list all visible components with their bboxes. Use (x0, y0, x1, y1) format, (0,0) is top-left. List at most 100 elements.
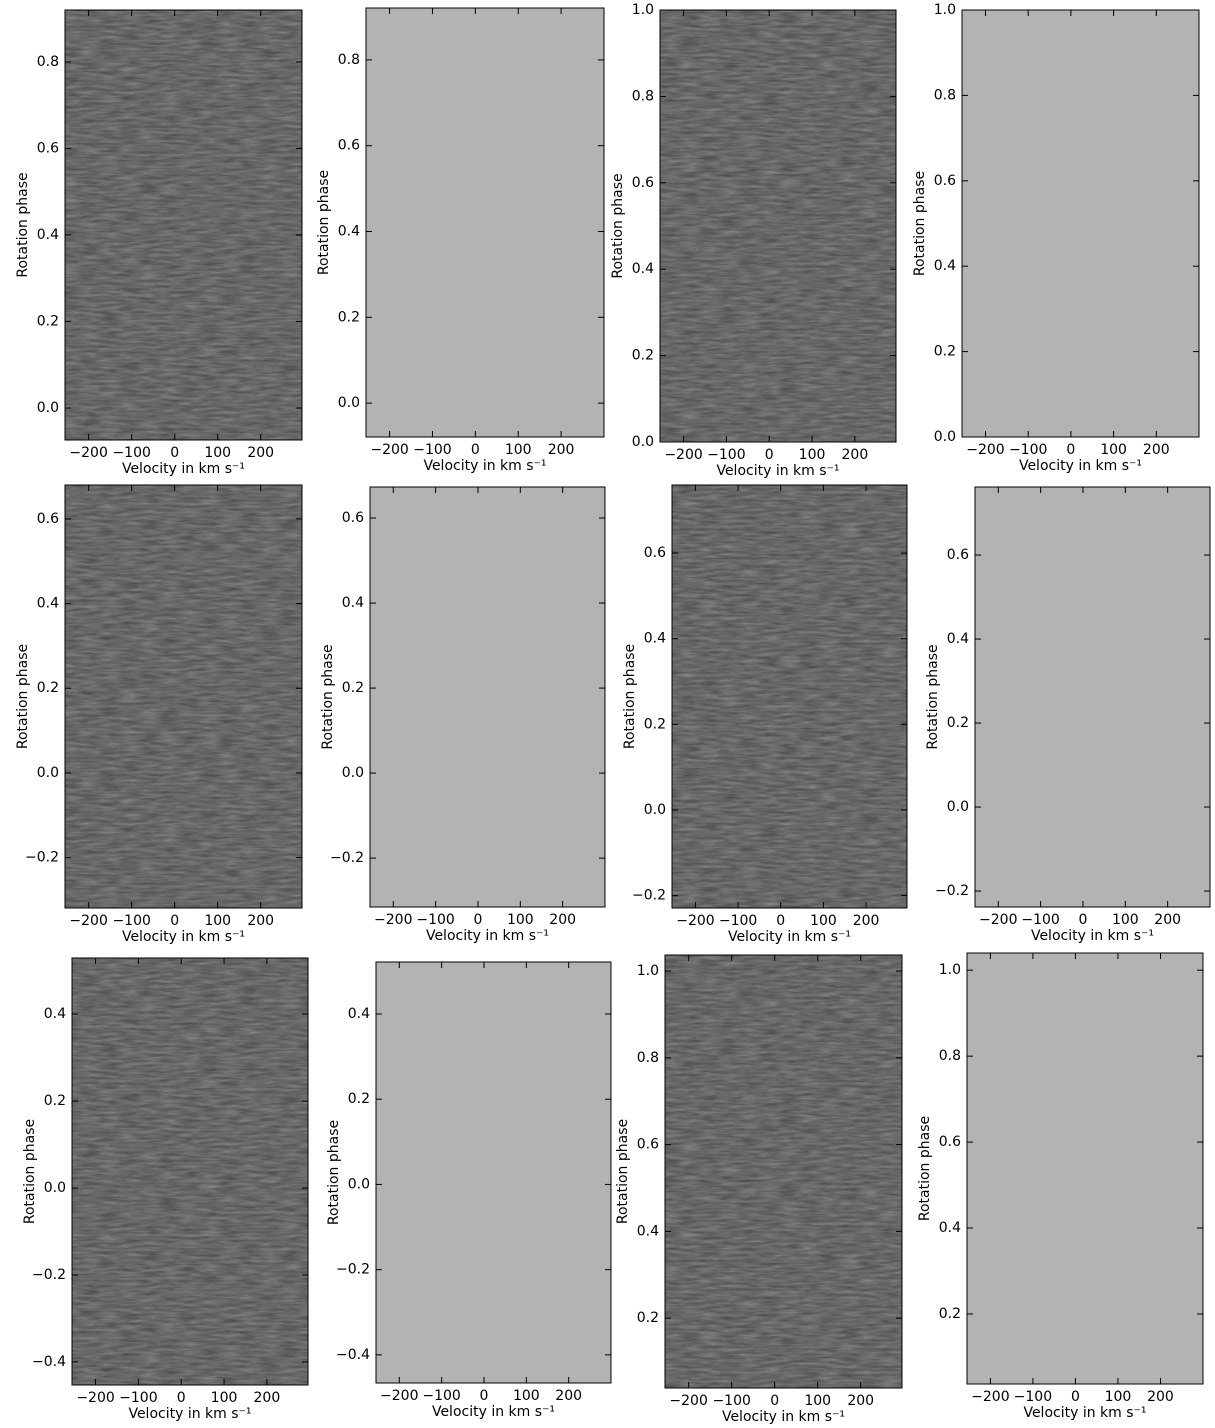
x-tick-label: 0 (471, 442, 480, 458)
x-tick-label: −200 (676, 913, 714, 929)
y-tick-label: −0.2 (330, 850, 364, 866)
x-tick-label: 200 (847, 1393, 874, 1409)
x-tick-label: 0 (770, 1393, 779, 1409)
plot-frame (974, 486, 1211, 908)
y-tick-label: 0.8 (934, 87, 956, 103)
y-tick-label: 0.2 (37, 313, 59, 329)
panel: −200 −100 0 100 200 0.0 0.2 0.4 0.6 0.8 1.0 Velocit… (610, 2, 897, 479)
y-tick-label: 0.4 (939, 1220, 961, 1236)
x-tick-label: 100 (513, 1388, 540, 1404)
y-tick-label: 1.0 (939, 962, 961, 978)
panel: −200 −100 0 100 200−0.20.00.20.40.6Velocity … (320, 486, 606, 944)
x-tick-label: −100 (707, 447, 745, 463)
x-axis-label: Velocity in km s⁻¹ (1019, 458, 1142, 474)
x-tick-label: 0 (474, 912, 483, 928)
y-axis-label: Rotation phase (320, 644, 336, 749)
x-axis-label: Velocity in km s⁻¹ (122, 929, 245, 945)
x-tick-label: −100 (413, 442, 451, 458)
x-tick-label: 0 (170, 445, 179, 461)
panel: −200 −100 0 100 200 0.0 0.2 0.4 0.6 0.8 Velocity i… (15, 9, 303, 477)
x-tick-label: −200 (370, 442, 408, 458)
x-tick-label: 0 (1079, 912, 1088, 928)
spectrum-noise (65, 10, 302, 440)
x-tick-label: −100 (1014, 1389, 1052, 1405)
y-tick-label: 0.6 (632, 175, 654, 191)
x-tick-label: 100 (507, 912, 534, 928)
y-axis-label: Rotation phase (22, 1119, 38, 1224)
x-tick-label: 100 (211, 1390, 238, 1406)
plot-frame (64, 9, 303, 441)
y-tick-label: 0.2 (342, 680, 364, 696)
y-tick-label: 0.4 (644, 631, 666, 647)
y-tick-label: 0.0 (44, 1180, 66, 1196)
plot-frame (664, 954, 903, 1389)
x-axis-label: Velocity in km s⁻¹ (128, 1406, 251, 1422)
spectrum-noise (65, 485, 302, 908)
x-tick-label: 200 (555, 1388, 582, 1404)
y-tick-label: 0.4 (37, 227, 59, 243)
plot-frame (671, 484, 908, 909)
y-axis-label: Rotation phase (15, 172, 31, 277)
y-axis-label: Rotation phase (326, 1120, 342, 1225)
x-tick-label: 200 (1154, 912, 1181, 928)
x-tick-label: −200 (76, 1390, 114, 1406)
y-tick-label: 0.8 (632, 88, 654, 104)
x-tick-label: −100 (719, 913, 757, 929)
y-axis-label: Rotation phase (917, 1116, 933, 1221)
x-tick-label: 0 (776, 913, 785, 929)
y-tick-label: 0.6 (947, 547, 969, 563)
x-tick-label: 200 (842, 447, 869, 463)
y-tick-label: −0.2 (32, 1267, 66, 1283)
y-axis-label: Rotation phase (925, 644, 941, 749)
x-tick-label: −200 (69, 445, 107, 461)
y-tick-label: 0.4 (342, 595, 364, 611)
y-tick-label: 0.2 (632, 348, 654, 364)
y-tick-label: 0.4 (37, 596, 59, 612)
x-axis-label: Velocity in km s⁻¹ (122, 461, 245, 477)
spectrum-noise (672, 485, 907, 908)
x-tick-label: 100 (810, 913, 837, 929)
y-tick-label: −0.2 (336, 1262, 370, 1278)
x-tick-label: −200 (69, 913, 107, 929)
panel: −200 −100 0 100 200 0.2 0.4 0.6 0.8 1.0 Velocity i… (615, 954, 903, 1425)
y-tick-label: 0.6 (637, 1137, 659, 1153)
plot-frame (71, 957, 309, 1386)
x-tick-label: 0 (480, 1388, 489, 1404)
panel: −200 −100 0 100 200−0.20.00.20.40.6Velocity … (15, 484, 303, 945)
plot-frame (375, 961, 612, 1384)
x-tick-label: 0 (1066, 442, 1075, 458)
x-tick-label: 100 (204, 913, 231, 929)
x-axis-label: Velocity in km s⁻¹ (1023, 1405, 1146, 1421)
y-tick-label: 0.6 (37, 140, 59, 156)
y-tick-label: 0.0 (934, 429, 956, 445)
y-tick-label: 0.0 (947, 799, 969, 815)
panel: −200 −100 0 100 200−0.20.00.20.40.6Velocity … (622, 484, 908, 945)
y-tick-label: −0.4 (32, 1354, 66, 1370)
y-axis-label: Rotation phase (316, 170, 332, 275)
x-tick-label: −100 (112, 913, 150, 929)
y-tick-label: 0.8 (338, 52, 360, 68)
x-tick-label: 200 (549, 912, 576, 928)
panel: −200 −100 0 100 200 0.0 0.2 0.4 0.6 0.8 Velocity i… (316, 7, 605, 474)
y-tick-label: −0.4 (336, 1347, 370, 1363)
x-tick-label: 100 (1112, 912, 1139, 928)
y-tick-label: 0.4 (348, 1006, 370, 1022)
y-tick-label: 0.4 (934, 258, 956, 274)
panel: −200 −100 0 100 200 −0.4 −0.2 0.0 0.2 0.4 Velocity… (326, 961, 612, 1420)
spectrum-noise (665, 955, 902, 1388)
x-axis-label: Velocity in km s⁻¹ (423, 458, 546, 474)
x-tick-label: −200 (979, 912, 1017, 928)
x-tick-label: 200 (853, 913, 880, 929)
y-tick-label: 0.2 (637, 1310, 659, 1326)
y-tick-label: −0.2 (25, 850, 59, 866)
x-axis-label: Velocity in km s⁻¹ (722, 1409, 845, 1425)
model-background (962, 10, 1199, 437)
y-tick-label: 0.6 (644, 545, 666, 561)
model-background (366, 8, 604, 437)
x-axis-label: Velocity in km s⁻¹ (1031, 928, 1154, 944)
x-axis-label: Velocity in km s⁻¹ (426, 928, 549, 944)
y-tick-label: 0.4 (947, 631, 969, 647)
plot-frame (64, 484, 303, 909)
x-tick-label: 0 (170, 913, 179, 929)
